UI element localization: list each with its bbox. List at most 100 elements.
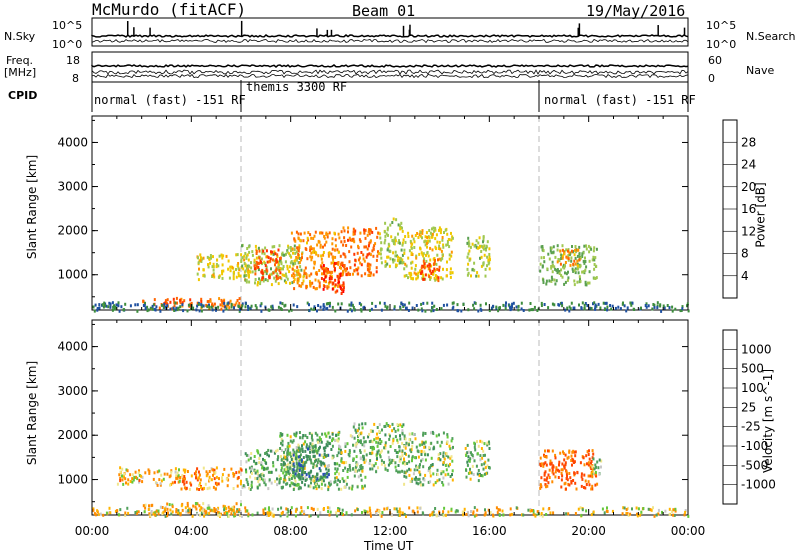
data-cell bbox=[223, 301, 226, 305]
data-cell bbox=[574, 248, 577, 252]
data-cell bbox=[298, 257, 301, 260]
data-cell bbox=[346, 442, 349, 446]
data-cell bbox=[384, 441, 387, 445]
data-cell bbox=[280, 458, 283, 462]
data-cell bbox=[574, 481, 577, 485]
data-cell bbox=[323, 507, 325, 510]
data-cell bbox=[331, 247, 334, 251]
data-cell bbox=[564, 271, 566, 275]
data-cell bbox=[408, 271, 411, 275]
data-cell bbox=[375, 453, 378, 457]
data-cell bbox=[244, 264, 247, 268]
data-cell bbox=[661, 510, 663, 514]
data-cell bbox=[328, 464, 330, 468]
data-cell bbox=[327, 254, 330, 258]
data-cell bbox=[215, 262, 218, 266]
data-cell bbox=[275, 468, 278, 472]
data-cell bbox=[317, 254, 320, 258]
data-cell bbox=[536, 309, 539, 312]
data-cell bbox=[545, 463, 548, 467]
data-cell bbox=[657, 508, 660, 512]
data-cell bbox=[430, 464, 433, 467]
data-cell bbox=[208, 511, 211, 515]
data-cell bbox=[468, 242, 471, 246]
data-cell bbox=[542, 278, 545, 282]
data-cell bbox=[152, 477, 155, 481]
data-cell bbox=[315, 464, 318, 468]
data-cell bbox=[291, 468, 294, 472]
data-cell bbox=[413, 246, 416, 249]
data-cell bbox=[464, 447, 467, 450]
data-cell bbox=[579, 461, 582, 465]
data-cell bbox=[243, 254, 246, 258]
data-cell bbox=[567, 455, 570, 459]
data-cell bbox=[341, 272, 344, 276]
data-cell bbox=[546, 476, 549, 480]
data-cell bbox=[271, 258, 274, 262]
data-cell bbox=[398, 256, 401, 260]
data-cell bbox=[294, 434, 297, 438]
data-cell bbox=[208, 486, 211, 490]
data-cell bbox=[299, 511, 302, 515]
data-cell bbox=[626, 506, 629, 510]
data-cell bbox=[267, 507, 270, 511]
data-cell bbox=[261, 268, 264, 272]
data-cell bbox=[590, 513, 593, 517]
data-cell bbox=[563, 482, 566, 486]
data-cell bbox=[587, 463, 590, 467]
data-cell bbox=[218, 275, 221, 279]
data-cell bbox=[486, 255, 489, 259]
data-cell bbox=[291, 267, 294, 271]
data-cell bbox=[386, 305, 389, 309]
data-cell bbox=[561, 474, 564, 478]
data-cell bbox=[200, 303, 203, 307]
data-cell bbox=[386, 468, 389, 472]
data-cell bbox=[472, 473, 475, 476]
data-cell bbox=[473, 441, 476, 445]
data-cell bbox=[339, 480, 341, 484]
data-cell bbox=[294, 457, 297, 461]
data-cell bbox=[327, 485, 330, 489]
data-cell bbox=[230, 305, 233, 309]
data-cell bbox=[560, 253, 563, 257]
data-cell bbox=[405, 264, 408, 268]
data-cell bbox=[296, 464, 299, 468]
data-cell bbox=[341, 288, 343, 292]
data-cell bbox=[405, 306, 407, 310]
data-cell bbox=[309, 450, 311, 454]
data-cell bbox=[542, 249, 545, 253]
data-cell bbox=[625, 508, 628, 511]
data-cell bbox=[390, 513, 393, 516]
data-cell bbox=[440, 228, 443, 232]
nsky-tick-top: 10^5 bbox=[52, 19, 83, 32]
data-cell bbox=[386, 507, 389, 511]
ytick-label: 3000 bbox=[57, 180, 88, 194]
data-cell bbox=[592, 249, 595, 253]
data-cell bbox=[198, 504, 201, 508]
data-cell bbox=[572, 262, 575, 266]
data-cell bbox=[411, 306, 414, 310]
data-cell bbox=[540, 462, 543, 466]
data-cell bbox=[472, 455, 475, 459]
data-cell bbox=[455, 509, 458, 513]
data-cell bbox=[280, 433, 283, 437]
ytick-label: 3000 bbox=[57, 384, 88, 398]
data-cell bbox=[338, 507, 341, 511]
data-cell bbox=[371, 467, 374, 471]
data-cell bbox=[380, 449, 383, 453]
data-cell bbox=[438, 265, 441, 269]
data-cell bbox=[299, 232, 302, 236]
data-cell bbox=[114, 306, 117, 309]
data-cell bbox=[250, 261, 252, 265]
data-cell bbox=[409, 480, 412, 483]
data-cell bbox=[237, 304, 240, 308]
data-cell bbox=[200, 485, 202, 489]
data-cell bbox=[235, 502, 238, 506]
data-cell bbox=[148, 504, 150, 508]
data-cell bbox=[310, 247, 313, 251]
data-cell bbox=[360, 263, 363, 267]
data-cell bbox=[394, 236, 397, 240]
data-cell bbox=[547, 481, 550, 485]
data-cell bbox=[653, 514, 656, 518]
data-cell bbox=[573, 450, 576, 454]
